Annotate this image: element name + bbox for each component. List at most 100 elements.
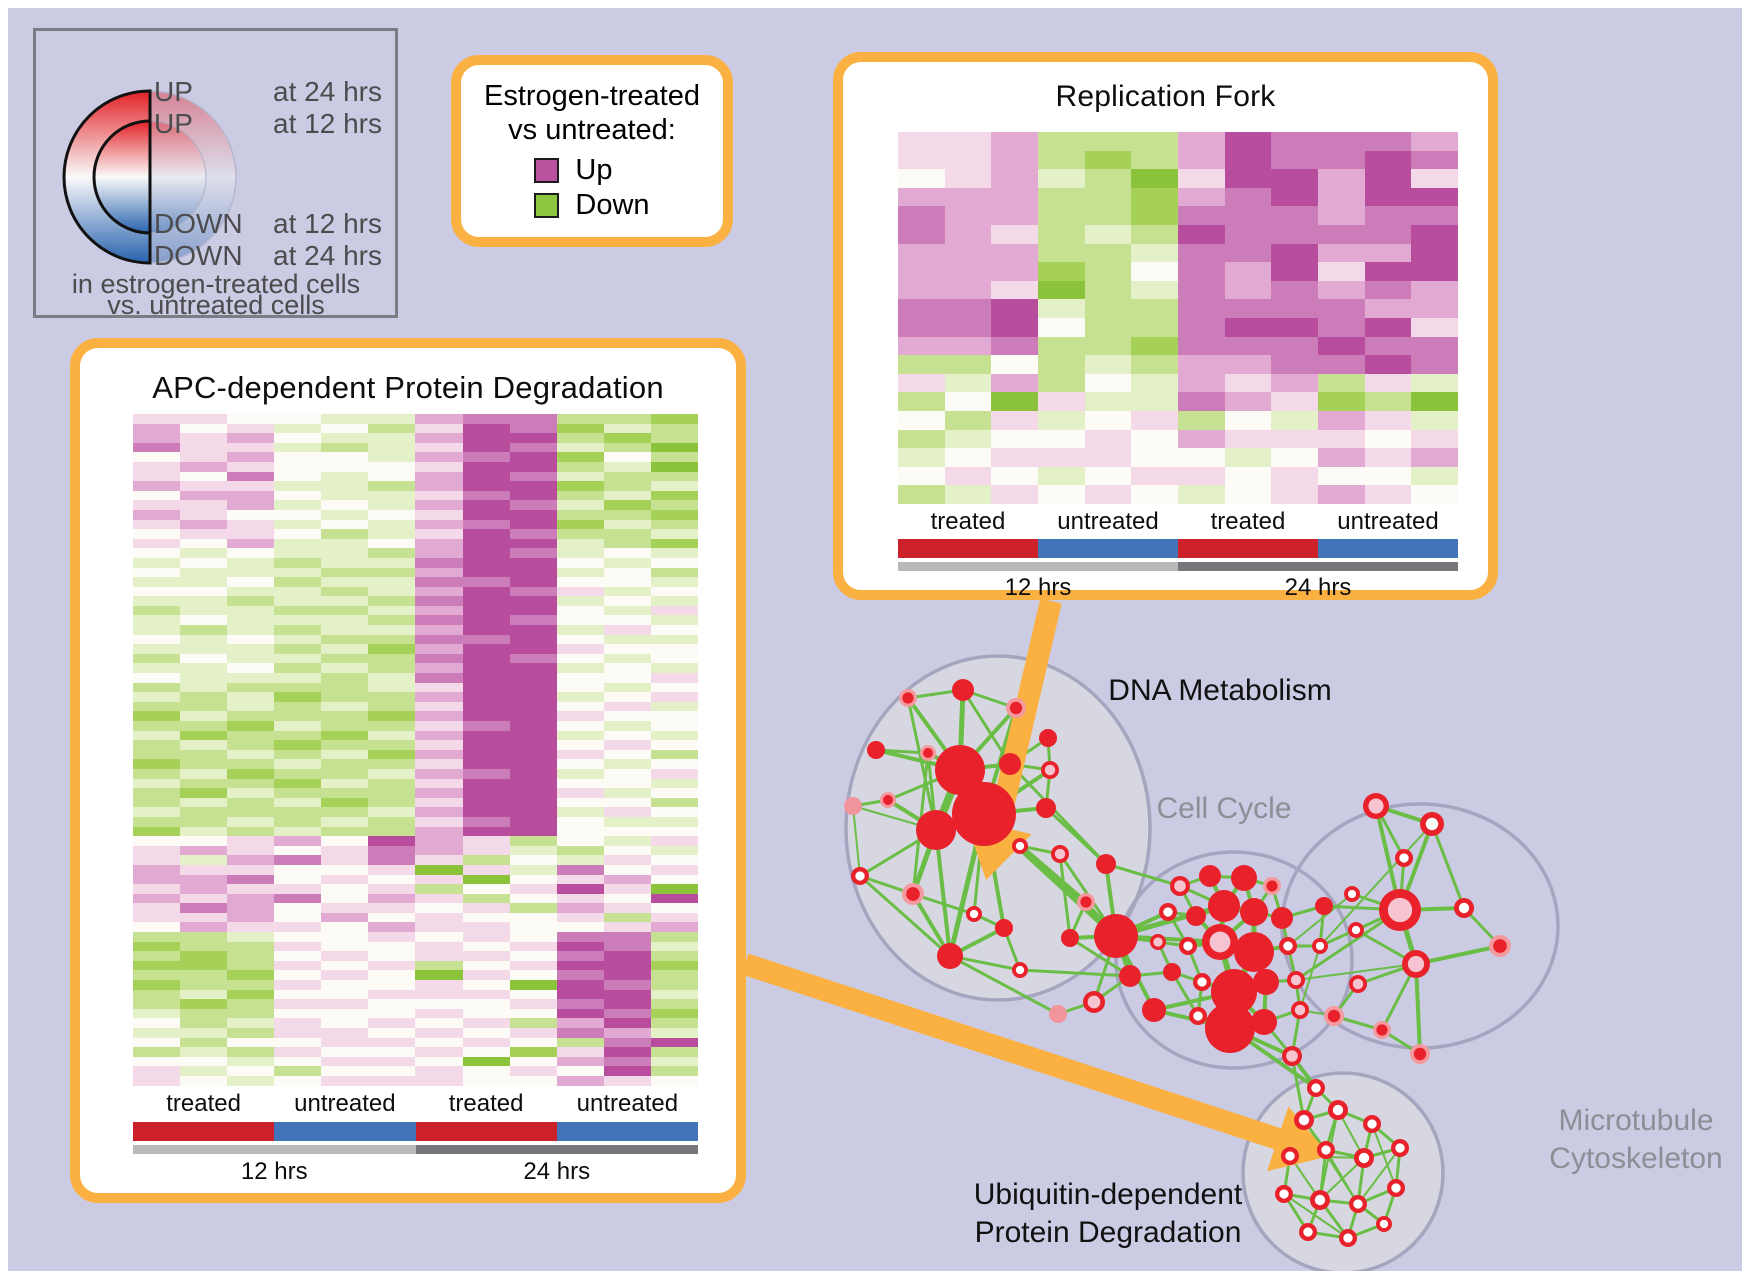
heatmap-cell xyxy=(650,701,698,712)
heatmap-cell xyxy=(603,452,651,462)
heatmap-row xyxy=(133,500,698,510)
heatmap-cell xyxy=(321,538,369,549)
heatmap-row xyxy=(898,448,1459,467)
heatmap-cell xyxy=(462,529,510,539)
heatmap-cell xyxy=(603,711,651,721)
heatmap-cell xyxy=(368,740,416,750)
heatmap-cell xyxy=(180,912,228,923)
heatmap-cell xyxy=(415,960,463,971)
heatmap-cell xyxy=(898,485,945,504)
heatmap-cell xyxy=(368,855,416,865)
heatmap-cell xyxy=(944,224,992,244)
treated-bar xyxy=(1178,539,1318,558)
heatmap-cell xyxy=(1084,392,1132,411)
heatmap-cell xyxy=(898,224,945,244)
network-node xyxy=(1163,963,1181,981)
heatmap-row xyxy=(133,759,698,769)
heatmap-cell xyxy=(321,721,369,731)
network-node xyxy=(952,679,974,701)
heatmap-cell xyxy=(462,721,510,731)
heatmap-cell xyxy=(180,481,228,491)
heatmap-cell xyxy=(368,749,416,760)
heatmap-cell xyxy=(180,768,228,779)
heatmap-row xyxy=(133,481,698,491)
heatmap-cell xyxy=(415,951,463,961)
heatmap-cell xyxy=(321,1028,369,1038)
heatmap-cell xyxy=(462,855,510,865)
legend-item-down: Down xyxy=(534,188,650,223)
heatmap-cell xyxy=(462,740,510,750)
heatmap-cell xyxy=(1038,485,1085,504)
cluster-label: Ubiquitin-dependent xyxy=(974,1178,1243,1211)
heatmap-cell xyxy=(180,663,228,674)
network-node xyxy=(1039,729,1057,747)
network-node xyxy=(1315,897,1333,915)
heatmap-cell xyxy=(321,567,369,578)
heatmap-cell xyxy=(133,663,181,674)
heatmap-cell xyxy=(368,816,416,827)
heatmap-cell xyxy=(133,912,181,923)
heatmap-cell xyxy=(898,243,945,263)
heatmap-cell xyxy=(509,788,557,798)
network-node xyxy=(1205,1003,1255,1053)
heatmap-cell xyxy=(227,433,275,443)
heatmap-cell xyxy=(556,874,604,885)
network-node-center xyxy=(1311,1083,1321,1093)
heatmap-cell xyxy=(650,788,698,798)
heatmap-cell xyxy=(1364,410,1412,430)
heatmap-cell xyxy=(321,759,369,769)
heatmap-row xyxy=(133,529,698,539)
heatmap-cell xyxy=(1224,280,1272,300)
heatmap-cell xyxy=(227,692,275,702)
network-node xyxy=(937,943,963,969)
heatmap-cell xyxy=(321,941,369,952)
heatmap-cell xyxy=(368,864,416,875)
heatmap-cell xyxy=(462,951,510,961)
heatmap-cell xyxy=(556,567,604,578)
heatmap-cell xyxy=(368,788,416,798)
heatmap-cell xyxy=(1411,187,1459,207)
heatmap-cell xyxy=(509,471,557,482)
network-edge xyxy=(1303,1119,1359,1205)
heatmap-cell xyxy=(1364,336,1412,356)
heatmap-row xyxy=(898,206,1459,225)
heatmap-cell xyxy=(368,711,416,721)
heatmap-cell xyxy=(650,941,698,952)
heatmap-cell xyxy=(133,922,181,933)
heatmap-cell xyxy=(650,577,698,587)
network-node xyxy=(1208,890,1240,922)
heatmap-cell xyxy=(898,262,945,281)
heatmap-row xyxy=(898,243,1459,263)
heatmap-cell xyxy=(1084,243,1132,263)
heatmap-cell xyxy=(1131,206,1179,225)
heatmap-cell xyxy=(180,1028,228,1038)
heatmap-cell xyxy=(556,941,604,952)
heatmap-cell xyxy=(133,644,181,654)
heatmap-cell xyxy=(180,529,228,539)
heatmap-cell xyxy=(603,884,651,894)
heatmap-cell xyxy=(650,509,698,520)
heatmap-row xyxy=(133,1056,698,1067)
heatmap-cell xyxy=(180,414,228,424)
heatmap-cell xyxy=(898,206,945,225)
heatmap-cell xyxy=(368,970,416,981)
heatmap-cell xyxy=(274,605,322,616)
heatmap-cell xyxy=(133,749,181,760)
heatmap-cell xyxy=(1224,150,1272,170)
heatmap-cell xyxy=(650,1028,698,1038)
heatmap-cell xyxy=(603,663,651,674)
heatmap-row xyxy=(133,644,698,654)
heatmap-cell xyxy=(1364,243,1412,263)
heatmap-cell xyxy=(991,429,1039,449)
heatmap-cell xyxy=(556,423,604,434)
heatmap-cell xyxy=(556,884,604,894)
heatmap-cell xyxy=(603,826,651,837)
heatmap-cell xyxy=(133,471,181,482)
heatmap-cell xyxy=(1131,132,1179,151)
heatmap-cell xyxy=(180,548,228,558)
heatmap-cell xyxy=(415,692,463,702)
heatmap-cell xyxy=(509,567,557,578)
heatmap-cell xyxy=(650,557,698,568)
heatmap-row xyxy=(133,605,698,616)
heatmap-cell xyxy=(133,442,181,453)
